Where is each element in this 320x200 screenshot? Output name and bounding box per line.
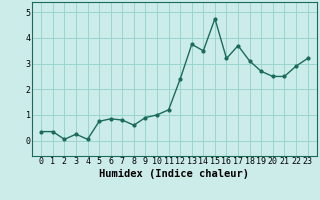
X-axis label: Humidex (Indice chaleur): Humidex (Indice chaleur): [100, 169, 249, 179]
